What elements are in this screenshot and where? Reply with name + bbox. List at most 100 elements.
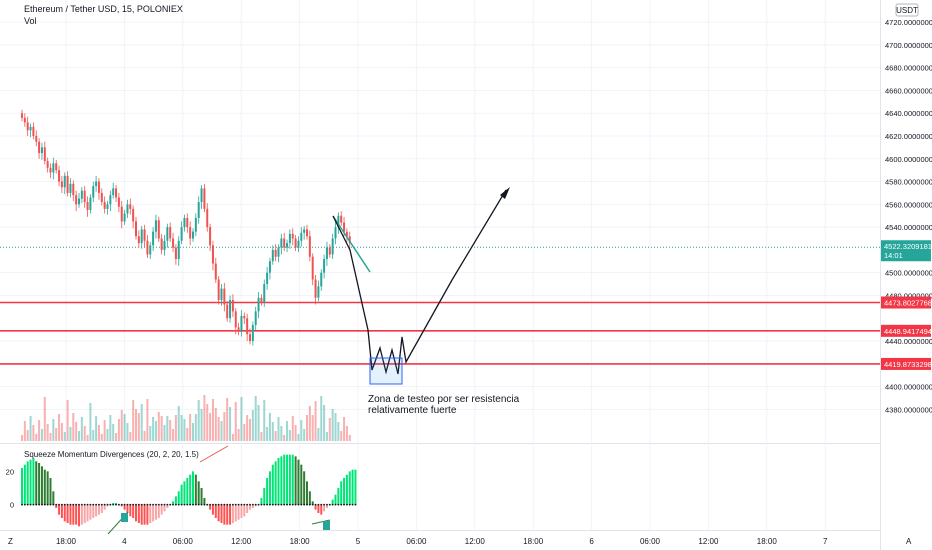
squeeze-dot <box>229 503 231 506</box>
squeeze-dot <box>35 503 38 506</box>
volume-bar <box>95 416 98 441</box>
candle-body <box>266 272 269 285</box>
volume-bar <box>234 402 237 441</box>
volume-bar <box>78 431 80 441</box>
candle-body <box>63 175 66 188</box>
squeeze-dot <box>308 503 311 506</box>
candle-body <box>317 286 320 298</box>
candle-body <box>174 247 177 259</box>
momentum-bar <box>140 504 143 525</box>
squeeze-dot <box>206 503 209 506</box>
time-axis-ticks: 18:00 4 06:00 12:00 18:00 5 06:00 12:00 18:00 6 06… <box>56 537 828 546</box>
volume-bar <box>58 414 61 441</box>
squeeze-dot <box>257 503 260 506</box>
volume-bar <box>166 416 169 441</box>
candle-body <box>117 197 120 207</box>
squeeze-dot <box>137 503 140 506</box>
squeeze-dot <box>78 503 80 506</box>
squeeze-dot <box>226 503 229 506</box>
volume-bar <box>100 434 103 441</box>
squeeze-dot <box>192 503 194 506</box>
volume-bar <box>43 397 46 441</box>
momentum-bar <box>100 504 103 513</box>
momentum-bar <box>160 504 163 515</box>
volume-bar <box>163 425 166 441</box>
candle-body <box>263 284 266 303</box>
squeeze-dot <box>311 503 314 506</box>
time-tick-label: 4 <box>122 537 127 546</box>
volume-bar <box>106 429 109 441</box>
momentum-bar <box>86 504 89 522</box>
volume-bar <box>291 416 294 441</box>
candle-body <box>243 315 246 319</box>
squeeze-dot <box>149 503 152 506</box>
volume-bar <box>328 418 331 441</box>
candle-body <box>286 243 289 248</box>
momentum-bar <box>143 504 146 525</box>
squeeze-dot <box>331 503 334 506</box>
squeeze-dot <box>351 503 354 506</box>
drawing-tools: Zona de testeo por ser resistencia relat… <box>107 187 520 535</box>
timezone-icon[interactable]: Z <box>8 537 13 546</box>
candle-body <box>123 213 126 222</box>
candle-body <box>72 183 75 196</box>
grid-lines <box>0 0 880 530</box>
volume-bar <box>152 417 155 441</box>
squeeze-dot <box>118 503 120 506</box>
squeeze-dot <box>115 503 117 506</box>
auto-scale-button[interactable]: A <box>906 537 912 546</box>
candle-body <box>40 147 43 154</box>
volume-bar <box>229 407 232 441</box>
momentum-bar <box>314 504 317 510</box>
momentum-bar <box>103 504 106 510</box>
volume-bar <box>146 399 149 441</box>
momentum-bar <box>266 478 269 505</box>
squeeze-dot <box>266 503 268 506</box>
indicator-tick-label: 0 <box>10 501 14 510</box>
volume-bar <box>89 403 92 441</box>
momentum-bar <box>251 504 254 508</box>
volume-bar <box>32 425 35 441</box>
squeeze-dot <box>180 503 183 506</box>
momentum-bar <box>189 474 192 505</box>
volume-bars <box>21 395 351 441</box>
momentum-bar <box>274 461 277 505</box>
volume-bar <box>214 408 217 441</box>
squeeze-dot <box>328 503 331 506</box>
momentum-bar <box>46 471 49 505</box>
momentum-bar <box>192 471 194 505</box>
squeeze-dot <box>334 503 337 506</box>
momentum-bar <box>240 504 243 518</box>
squeeze-dot <box>326 503 328 506</box>
volume-bar <box>23 421 26 441</box>
squeeze-dot <box>157 503 160 506</box>
projection-path[interactable] <box>332 189 507 375</box>
volume-bar <box>86 435 89 441</box>
volume-bar <box>194 414 197 441</box>
volume-bar <box>192 423 194 441</box>
volume-bar <box>135 409 137 441</box>
time-tick-label: 6 <box>589 537 594 546</box>
momentum-bar <box>217 504 220 522</box>
candle-body <box>331 238 334 255</box>
volume-bar <box>243 424 246 441</box>
level-tag-label: 4473.80277685 <box>884 299 932 308</box>
volume-bar <box>75 422 78 441</box>
volume-bar <box>274 431 277 441</box>
testing-zone-box[interactable] <box>369 357 403 385</box>
candle-body <box>43 147 46 162</box>
squeeze-dot <box>200 503 203 506</box>
currency-button[interactable] <box>895 3 919 17</box>
candle-body <box>246 318 249 335</box>
squeeze-dot <box>348 503 351 506</box>
candle-body <box>308 236 311 257</box>
volume-bar <box>29 416 32 441</box>
momentum-bar <box>80 504 83 525</box>
volume-bar <box>226 398 229 441</box>
trend-line[interactable] <box>332 215 371 273</box>
squeeze-dot <box>109 503 112 506</box>
candle-body <box>137 236 140 244</box>
momentum-bar <box>320 504 323 515</box>
